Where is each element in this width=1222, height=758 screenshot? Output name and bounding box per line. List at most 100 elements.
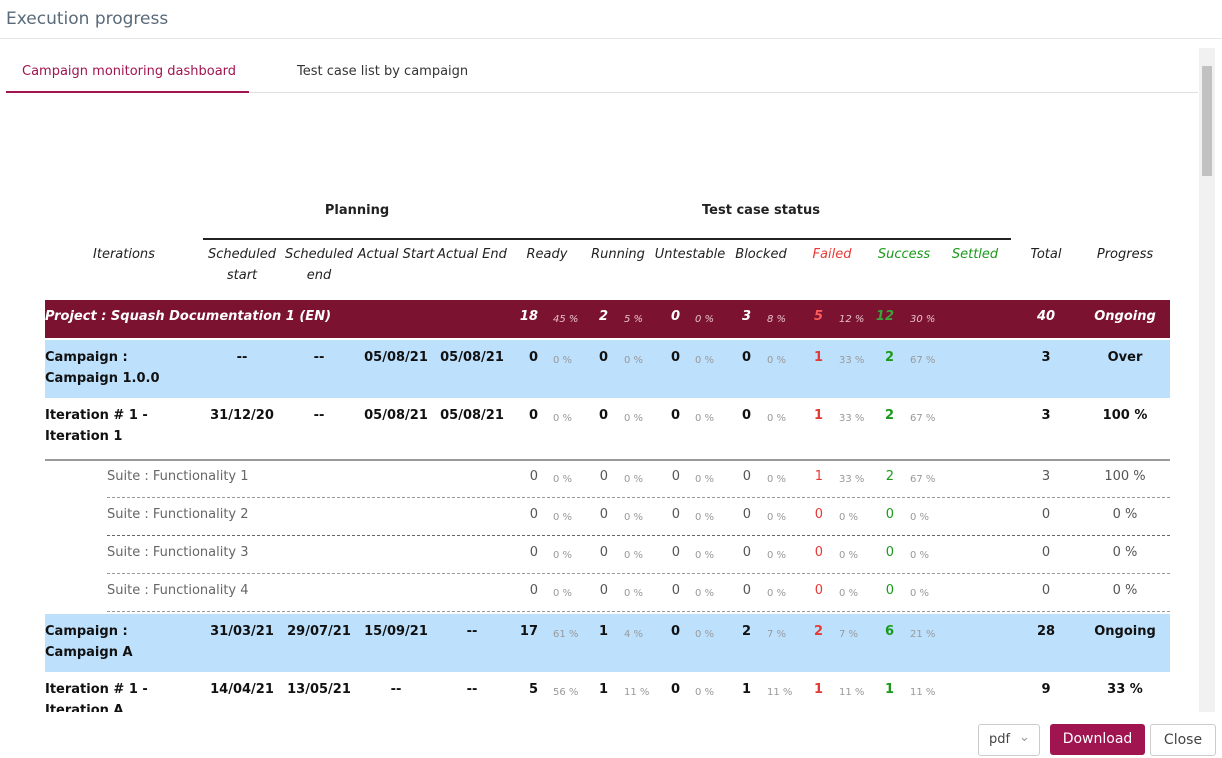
status-percent: 67 %: [910, 355, 936, 366]
progress-cell: 0 %: [1112, 507, 1138, 522]
status-percent: 0 %: [695, 629, 715, 640]
total-cell: 0: [1041, 545, 1051, 560]
row-label: Project : Squash Documentation 1 (EN): [45, 309, 332, 324]
status-count: 0: [599, 469, 608, 484]
status-count: 2: [741, 624, 751, 639]
status-percent: 21 %: [910, 629, 936, 640]
status-percent: 0 %: [624, 474, 644, 485]
status-percent: 0 %: [553, 474, 573, 485]
column-header: Success: [877, 247, 931, 262]
column-header: Untestable: [654, 247, 726, 262]
date-cell: --: [313, 350, 325, 365]
total-cell: 3: [1041, 408, 1051, 423]
status-percent: 0 %: [553, 512, 573, 523]
status-percent: 0 %: [553, 550, 573, 561]
status-percent: 0 %: [695, 550, 715, 561]
status-count: 2: [885, 469, 894, 484]
status-percent: 11 %: [624, 687, 650, 698]
status-count: 2: [598, 309, 608, 324]
status-percent: 0 %: [910, 550, 930, 561]
row-label: Iteration # 1 - Iteration 1: [45, 408, 148, 444]
date-cell: 05/08/21: [364, 408, 428, 423]
status-percent: 0 %: [767, 355, 787, 366]
status-percent: 33 %: [839, 413, 865, 424]
status-count: 0: [671, 545, 680, 560]
column-header: Progress: [1096, 247, 1154, 262]
status-count: 1: [813, 350, 823, 365]
tab-border: [6, 92, 1198, 93]
tab-active[interactable]: Campaign monitoring dashboard: [22, 64, 237, 79]
status-percent: 11 %: [839, 687, 865, 698]
status-count: 1: [598, 624, 608, 639]
status-count: 0: [528, 408, 538, 423]
status-count: 0: [742, 583, 751, 598]
status-percent: 0 %: [624, 588, 644, 599]
status-count: 0: [885, 583, 894, 598]
date-cell: 15/09/21: [364, 624, 428, 639]
status-count: 1: [741, 682, 751, 697]
chevron: ⌄: [1019, 730, 1030, 745]
status-percent: 0 %: [767, 588, 787, 599]
scrollbar[interactable]: [1199, 48, 1215, 712]
suite-separator: [107, 497, 1170, 498]
column-header: Iterations: [93, 247, 155, 262]
status-percent: 0 %: [767, 512, 787, 523]
status-count: 12: [875, 309, 894, 324]
total-cell: 28: [1036, 624, 1056, 639]
status-count: 0: [670, 350, 680, 365]
iteration-rule: [45, 459, 1170, 461]
status-count: 0: [670, 309, 680, 324]
column-header: Actual Start: [357, 247, 435, 262]
status-percent: 11 %: [767, 687, 793, 698]
status-count: 0: [598, 350, 608, 365]
row-label: Iteration # 1 - Iteration A: [45, 682, 148, 712]
status-percent: 0 %: [839, 550, 859, 561]
status-percent: 0 %: [839, 512, 859, 523]
date-cell: 13/05/21: [287, 682, 351, 697]
status-percent: 30 %: [910, 314, 936, 325]
progress-cell: Over: [1107, 350, 1143, 365]
status-count: 0: [741, 408, 751, 423]
status-percent: 61 %: [553, 629, 579, 640]
status-percent: 33 %: [839, 355, 865, 366]
column-header: Blocked: [735, 247, 787, 262]
status-count: 0: [814, 583, 823, 598]
status-count: 0: [529, 545, 538, 560]
group-header: Test case status: [702, 203, 820, 218]
status-count: 0: [529, 469, 538, 484]
status-percent: 0 %: [553, 588, 573, 599]
group-header: Planning: [324, 203, 390, 218]
progress-cell: 0 %: [1112, 545, 1138, 560]
status-count: 18: [519, 309, 538, 324]
column-header: Settled: [951, 247, 999, 262]
row-bg: [45, 614, 1170, 672]
column-header: Scheduled end: [285, 247, 353, 283]
column-header: Total: [1030, 247, 1062, 262]
row-label: Campaign : Campaign 1.0.0: [45, 350, 160, 386]
status-percent: 45 %: [553, 314, 579, 325]
total-cell: 3: [1041, 469, 1051, 484]
status-count: 0: [671, 469, 680, 484]
status-count: 1: [884, 682, 894, 697]
status-percent: 0 %: [910, 512, 930, 523]
total-cell: 3: [1041, 350, 1051, 365]
status-count: 0: [814, 545, 823, 560]
status-count: 0: [671, 507, 680, 522]
progress-cell: 0 %: [1112, 583, 1138, 598]
status-count: 1: [598, 682, 608, 697]
row-label: Campaign : Campaign A: [45, 624, 133, 660]
scroll-thumb[interactable]: [1202, 66, 1212, 176]
download-button[interactable]: Download: [1050, 724, 1145, 755]
status-percent: 0 %: [695, 512, 715, 523]
tab[interactable]: Test case list by campaign: [297, 64, 469, 79]
status-percent: 0 %: [624, 355, 644, 366]
status-percent: 0 %: [695, 314, 715, 325]
status-percent: 33 %: [839, 474, 865, 485]
status-percent: 7 %: [839, 629, 859, 640]
close-button[interactable]: Close: [1150, 724, 1216, 756]
status-count: 0: [599, 507, 608, 522]
format-select[interactable]: pdf ⌄: [978, 724, 1040, 756]
status-percent: 0 %: [767, 474, 787, 485]
date-cell: 05/08/21: [440, 408, 504, 423]
